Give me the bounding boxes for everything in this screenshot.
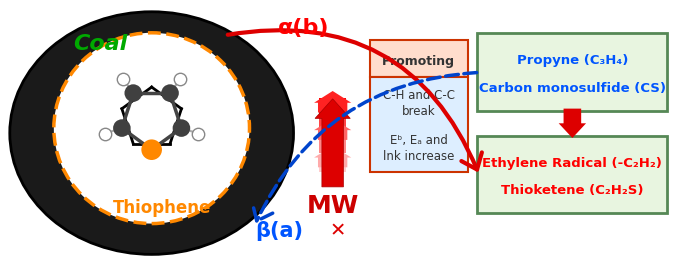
FancyBboxPatch shape xyxy=(477,136,667,213)
FancyArrow shape xyxy=(319,98,347,114)
Point xyxy=(116,126,127,130)
Point xyxy=(176,126,187,130)
Point xyxy=(192,131,203,136)
Ellipse shape xyxy=(54,33,249,224)
Point xyxy=(128,91,139,95)
Text: Promoting: Promoting xyxy=(382,55,456,68)
FancyBboxPatch shape xyxy=(477,33,667,111)
Point xyxy=(117,77,128,81)
Text: Propyne (C₃H₄): Propyne (C₃H₄) xyxy=(516,54,628,67)
Text: Thioketene (C₂H₂S): Thioketene (C₂H₂S) xyxy=(501,184,644,197)
Text: Coal: Coal xyxy=(73,34,127,54)
FancyArrow shape xyxy=(314,91,351,112)
Point xyxy=(99,131,110,136)
FancyArrow shape xyxy=(319,156,347,172)
FancyArrow shape xyxy=(319,117,347,133)
Text: Thiophene: Thiophene xyxy=(112,199,211,217)
Point xyxy=(164,91,175,95)
Point xyxy=(175,77,186,81)
Ellipse shape xyxy=(10,12,294,254)
Text: C-H and C-C
break: C-H and C-C break xyxy=(383,89,455,118)
FancyArrow shape xyxy=(559,109,586,138)
FancyArrow shape xyxy=(314,118,351,140)
FancyArrowPatch shape xyxy=(253,73,477,221)
FancyBboxPatch shape xyxy=(370,77,468,172)
Text: MW: MW xyxy=(306,194,359,218)
Text: Ethylene Radical (-C₂H₂): Ethylene Radical (-C₂H₂) xyxy=(482,157,662,170)
FancyArrow shape xyxy=(315,99,350,187)
Text: α(b): α(b) xyxy=(277,18,329,38)
Text: Eᵇ, Eₐ and
lnk increase: Eᵇ, Eₐ and lnk increase xyxy=(383,134,454,163)
Text: ✕: ✕ xyxy=(329,222,346,241)
FancyBboxPatch shape xyxy=(370,40,468,77)
FancyArrowPatch shape xyxy=(228,30,482,170)
Point xyxy=(146,147,157,152)
FancyArrow shape xyxy=(314,146,351,167)
FancyArrow shape xyxy=(319,137,347,153)
Text: Carbon monosulfide (CS): Carbon monosulfide (CS) xyxy=(479,82,666,94)
Text: β(a): β(a) xyxy=(255,221,303,241)
